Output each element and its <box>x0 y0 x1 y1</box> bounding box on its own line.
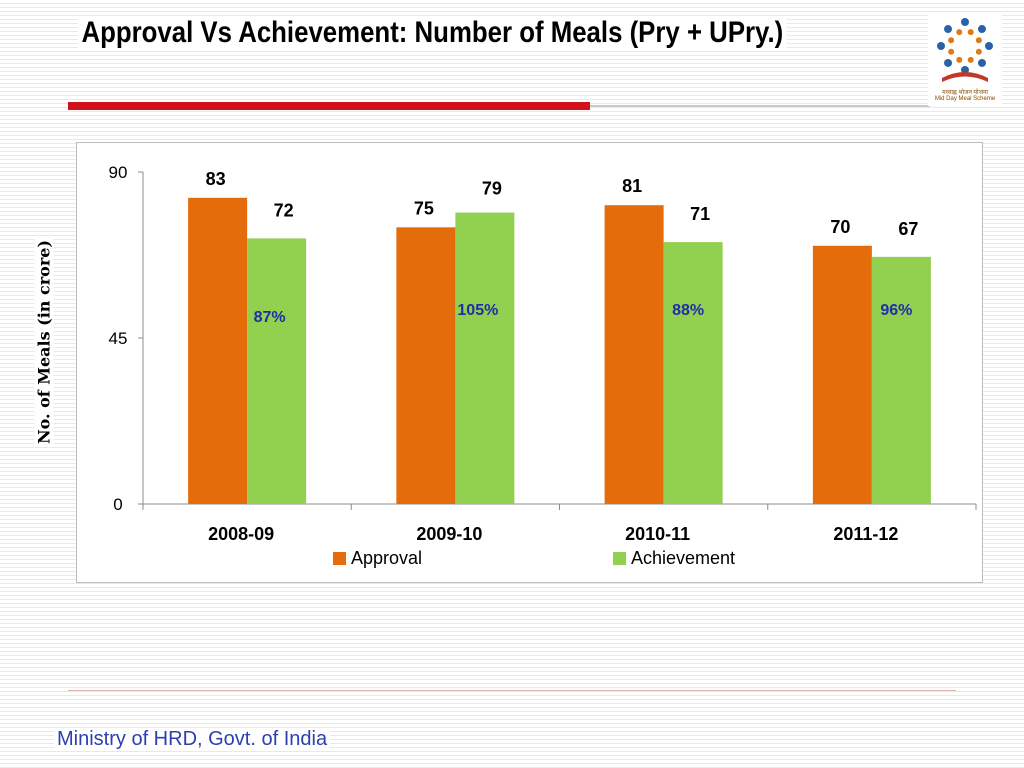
title-underline-red <box>68 102 590 110</box>
percent-label: 96% <box>880 302 912 319</box>
percent-label: 87% <box>254 309 286 326</box>
bar-chart: 0 45 90 83 72 87% 2008-09 75 79 105% 2009-10 81 71 88… <box>109 163 977 568</box>
logo-dot <box>956 56 963 63</box>
legend-swatch-approval <box>333 552 346 565</box>
mid-day-meal-logo: मध्याह्न भोजन योजना Mid Day Meal Scheme <box>928 14 1002 106</box>
logo-figure <box>977 25 986 34</box>
logo-dot <box>956 29 963 36</box>
logo-figure <box>977 58 986 67</box>
x-tick-label: 2011-12 <box>833 524 898 544</box>
bar-achievement <box>455 212 515 505</box>
y-tick-label: 0 <box>113 495 122 514</box>
x-tick-label: 2009-10 <box>416 524 482 544</box>
logo-figure <box>944 25 953 34</box>
logo-figure <box>961 66 969 74</box>
legend-label-achievement: Achievement <box>631 548 735 568</box>
legend-label-approval: Approval <box>351 548 422 568</box>
data-label-achievement: 71 <box>690 204 710 224</box>
title-underline-grey <box>590 105 930 107</box>
y-axis-label: No. of Meals (in crore) <box>34 237 54 447</box>
x-tick-label: 2010-11 <box>625 524 690 544</box>
y-tick-label: 45 <box>109 329 128 348</box>
mid-day-meal-emblem-icon <box>937 18 993 82</box>
data-label-achievement: 79 <box>482 179 502 199</box>
data-label-approval: 75 <box>414 198 434 218</box>
book-icon <box>942 72 988 82</box>
logo-dot <box>967 56 974 63</box>
data-label-approval: 81 <box>622 176 642 196</box>
logo-figure <box>937 42 945 50</box>
logo-caption-english: Mid Day Meal Scheme <box>934 96 996 102</box>
chart-frame: 0 45 90 83 72 87% 2008-09 75 79 105% 2009-10 81 71 88… <box>76 142 983 583</box>
logo-dot <box>975 48 982 55</box>
data-label-approval: 83 <box>206 169 226 189</box>
logo-figure <box>944 58 953 67</box>
logo-dot <box>967 29 974 36</box>
footer-divider <box>68 690 956 691</box>
bar-achievement <box>663 242 723 504</box>
logo-caption-hindi: मध्याह्न भोजन योजना <box>942 90 988 96</box>
footer-text: Ministry of HRD, Govt. of India <box>54 728 331 751</box>
x-tick-label: 2008-09 <box>208 524 274 544</box>
bar-approval <box>396 227 456 504</box>
logo-figure <box>961 18 969 26</box>
slide-title: Approval Vs Achievement: Number of Meals… <box>78 16 787 50</box>
bar-achievement <box>247 238 307 504</box>
legend-swatch-achievement <box>613 552 626 565</box>
logo-figure <box>985 42 993 50</box>
data-label-approval: 70 <box>830 217 850 237</box>
bar-achievement <box>871 256 931 504</box>
percent-label: 105% <box>457 302 498 319</box>
data-label-achievement: 72 <box>274 200 294 220</box>
bar-approval <box>812 245 872 504</box>
logo-dot <box>948 48 955 55</box>
logo-dot <box>975 37 982 44</box>
data-label-achievement: 67 <box>898 219 918 239</box>
percent-label: 88% <box>672 302 704 319</box>
y-tick-label: 90 <box>109 163 128 182</box>
bar-approval <box>188 197 248 505</box>
bar-approval <box>604 205 664 504</box>
logo-dot <box>948 37 955 44</box>
